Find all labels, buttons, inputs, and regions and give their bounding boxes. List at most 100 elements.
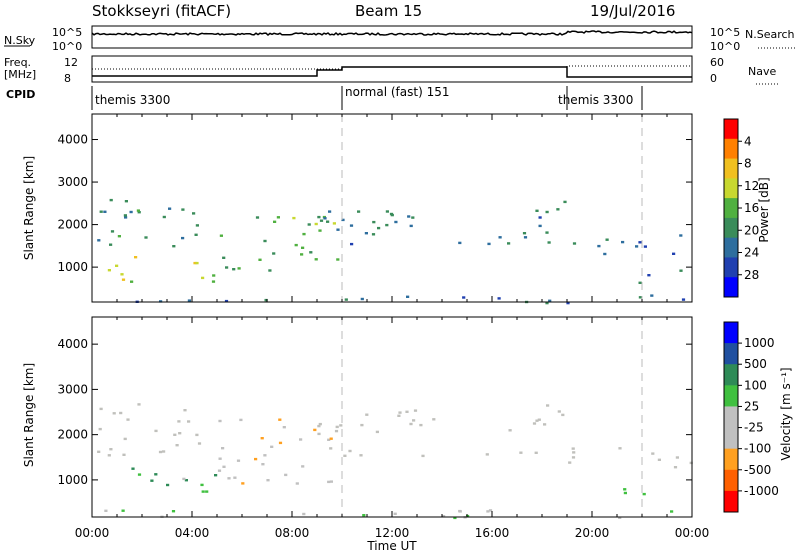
power-y-axis-label: Slant Range [km]	[22, 156, 36, 260]
scatter-cell-1	[201, 276, 205, 280]
scatter-cell-6	[571, 447, 575, 450]
cpid-segment-1: themis 3300	[95, 93, 170, 107]
scatter-cell-2	[260, 437, 264, 440]
scatter-cell-2	[299, 438, 303, 441]
scatter-cell-3	[407, 215, 411, 218]
scatter-cell-3	[323, 217, 327, 220]
scatter-cell-3	[360, 423, 364, 427]
colorbar-swatch	[724, 158, 738, 179]
scatter-cell-2	[313, 428, 317, 432]
scatter-cell-0	[181, 208, 185, 211]
x-axis-label: Time UT	[366, 539, 417, 553]
colorbar-swatch	[724, 277, 738, 298]
scatter-cell-2	[317, 215, 321, 219]
scatter-cell-0	[172, 245, 176, 248]
scatter-cell-6	[673, 466, 678, 469]
scatter-cell-2	[294, 243, 298, 247]
colorbar-swatch	[724, 490, 738, 513]
nsearch-tick-bottom: 10^0	[710, 40, 740, 53]
scatter-cell-1	[193, 261, 197, 265]
scatter-cell-2	[332, 222, 336, 225]
nave-label: Nave	[748, 65, 776, 78]
scatter-cell-8	[670, 510, 674, 513]
scatter-cell-8	[650, 294, 654, 297]
scatter-cell-7	[647, 274, 651, 277]
scatter-cell-4	[498, 236, 502, 239]
scatter-cell-2	[218, 419, 222, 423]
scatter-cell-6	[689, 461, 693, 465]
velocity-colorbar-label: Velocity [m s⁻¹]	[779, 367, 793, 460]
colorbar-swatch	[724, 364, 738, 386]
scatter-cell-8	[458, 509, 462, 513]
scatter-cell-2	[278, 441, 283, 445]
scatter-cell-3	[365, 413, 369, 416]
y-tick-label: 4000	[57, 133, 88, 147]
scatter-cell-5	[546, 404, 550, 407]
scatter-cell-4	[421, 454, 425, 458]
scatter-cell-8	[462, 296, 466, 299]
scatter-cell-0	[137, 211, 141, 214]
colorbar-frame	[723, 321, 739, 513]
scatter-cell-2	[273, 220, 277, 223]
power-colorbar-label: Power [dB]	[757, 177, 771, 242]
scatter-cell-1	[195, 261, 199, 265]
scatter-cell-0	[117, 235, 121, 238]
scatter-cell-8	[344, 298, 348, 301]
scatter-cell-2	[255, 216, 260, 219]
colorbar-swatch	[724, 217, 738, 239]
scatter-cell-0	[181, 236, 185, 240]
scatter-cell-0	[98, 427, 102, 431]
scatter-cell-7	[638, 281, 642, 284]
colorbar-tick-label: -100	[744, 442, 771, 456]
scatter-cell-6	[638, 241, 642, 244]
scatter-cell-0	[173, 433, 177, 436]
scatter-cell-1	[166, 483, 170, 487]
freq-label-line2: [MHz]	[4, 68, 36, 81]
scatter-cell-2	[270, 445, 274, 448]
scatter-cell-6	[618, 447, 622, 450]
scatter-cell-3	[409, 224, 413, 228]
scatter-cell-5	[545, 210, 549, 214]
colorbar-swatch	[724, 138, 738, 160]
scatter-cell-2	[302, 232, 306, 236]
scatter-cell-1	[150, 479, 154, 482]
freq-panel: Freq. [MHz] 12 8 60 0 Nave	[4, 55, 780, 85]
scatter-cell-2	[254, 457, 258, 461]
x-tick-label: 08:00	[275, 526, 310, 540]
scatter-cell-2	[268, 269, 272, 272]
scatter-cell-0	[192, 212, 196, 215]
scatter-cell-6	[675, 456, 679, 459]
scatter-cell-3	[372, 220, 376, 224]
scatter-cell-8	[104, 509, 108, 512]
scatter-cell-8	[548, 299, 552, 302]
scatter-cell-2	[295, 482, 299, 485]
scatter-cell-0	[144, 236, 148, 239]
scatter-cell-1	[120, 273, 124, 276]
scatter-cell-7	[623, 488, 627, 491]
velocity-y-axis-label: Slant Range [km]	[22, 363, 36, 467]
scatter-cell-0	[122, 453, 126, 456]
scatter-cell-0	[162, 450, 166, 453]
y-tick-label: 1000	[57, 473, 88, 487]
velocity-scatter-cells	[97, 403, 693, 520]
scatter-cell-8	[406, 295, 410, 298]
scatter-cell-8	[171, 510, 176, 513]
scatter-cell-2	[309, 251, 313, 254]
scatter-cell-3	[334, 429, 339, 433]
scatter-cell-2	[263, 454, 267, 457]
scatter-cell-7	[679, 269, 683, 272]
scatter-cell-0	[178, 432, 182, 435]
scatter-cell-5	[545, 231, 549, 234]
scatter-cell-4	[507, 242, 511, 245]
scatter-cell-2	[237, 267, 241, 270]
y-tick-label: 3000	[57, 175, 88, 189]
scatter-cell-2	[241, 482, 245, 485]
colorbar-tick-label: -500	[744, 463, 771, 477]
scatter-cell-2	[282, 426, 286, 429]
scatter-cell-4	[523, 236, 528, 239]
x-tick-label: 00:00	[75, 526, 110, 540]
scatter-cell-3	[394, 220, 398, 224]
scatter-cell-1	[182, 477, 186, 481]
scatter-cell-2	[336, 258, 340, 261]
scatter-cell-5	[538, 224, 542, 228]
